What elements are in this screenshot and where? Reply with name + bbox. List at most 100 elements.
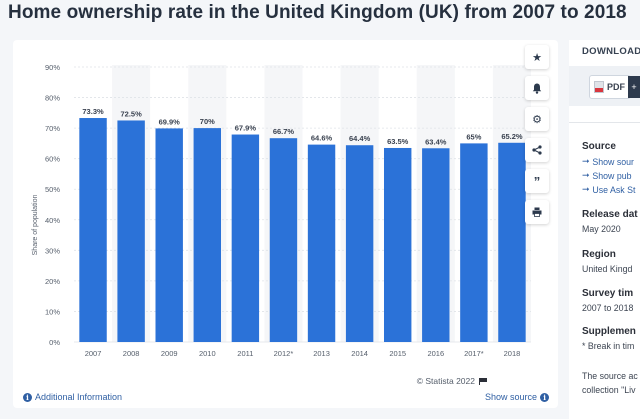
pdf-label: PDF [607,82,625,92]
x-tick-label: 2013 [313,349,330,358]
bar-value-label: 69.9% [159,117,181,126]
bar-value-label: 63.5% [387,137,409,146]
ask-link-label: Use Ask St [592,184,636,195]
page-title: Home ownership rate in the United Kingdo… [8,2,627,23]
info-icon: i [540,392,550,402]
chart-card: 0% 10% 20% 30% 40% 50% 60% 70% 80% 90% 73.3% 2007 7… [13,40,558,408]
supplementary-notes-heading: Supplemen [582,326,636,337]
show-source-label: Show source [485,392,538,402]
bar[interactable] [498,142,526,342]
region-value: United Kingd [582,264,633,274]
favorite-button[interactable]: ★ [525,45,549,69]
share-icon [532,145,542,155]
x-tick-label: 2009 [161,349,178,358]
label-layer: 73.3% 2007 72.5% 2008 69.9% 2009 70% 2010 67.9% 2… [82,107,523,358]
bar[interactable] [422,148,450,342]
survey-time-heading: Survey tim [582,288,634,299]
bar-value-label: 64.4% [349,134,371,143]
y-tick-label: 40% [45,216,60,225]
copyright-text: © Statista 2022 [416,376,475,386]
star-icon: ★ [532,51,542,64]
cite-button[interactable]: ” [525,169,549,193]
y-tick-label: 50% [45,185,60,194]
bar[interactable] [307,144,336,342]
more-download-button[interactable]: + [628,76,640,98]
info-icon: i [23,392,32,402]
y-tick-label: 80% [45,94,60,103]
y-tick-label: 10% [45,307,60,316]
y-axis-label: Share of population [32,195,39,256]
bar-value-label: 64.6% [311,134,333,143]
bar[interactable] [383,147,412,342]
y-tick-label: 0% [49,338,60,347]
x-tick-label: 2011 [237,349,253,358]
print-icon [532,207,542,217]
gear-icon: ⚙ [532,113,542,126]
supplementary-notes-value: * Break in tim [582,341,635,351]
bar-value-label: 66.7% [273,127,295,136]
x-tick-label: 2008 [123,349,140,358]
region-heading: Region [582,249,616,260]
additional-information-link[interactable]: i Additional Information [23,392,122,402]
bell-icon [532,83,542,94]
show-source-sidebar-link[interactable]: ➞ Show sour [582,156,634,167]
bar-value-label: 73.3% [82,107,104,116]
bar[interactable] [345,145,374,342]
print-button[interactable] [525,200,549,224]
release-date-value: May 2020 [582,224,621,234]
y-tick-label: 30% [45,246,60,255]
x-tick-label: 2017* [464,349,484,358]
bar[interactable] [79,118,107,343]
y-tick-label: 20% [45,277,60,286]
share-button[interactable] [525,138,549,162]
bar[interactable] [231,134,260,342]
x-tick-label: 2007 [85,349,102,358]
bar[interactable] [460,143,488,342]
notification-button[interactable] [525,76,549,100]
bar[interactable] [155,128,183,342]
bar-value-label: 65% [466,132,481,141]
bar-value-label: 63.4% [425,137,447,146]
show-publisher-link[interactable]: ➞ Show pub [582,170,632,181]
x-tick-label: 2018 [504,349,521,358]
arrow-right-icon: ➞ [582,184,590,194]
show-source-link[interactable]: Show source i [485,392,550,402]
release-date-heading: Release dat [582,209,638,220]
additional-information-label: Additional Information [35,392,123,402]
bar-value-label: 72.5% [120,109,142,118]
copyright: © Statista 2022 [417,376,488,386]
arrow-right-icon: ➞ [582,156,590,166]
bar-value-label: 65.2% [501,132,523,141]
x-tick-label: 2014 [351,349,368,358]
source-note-line: collection "Liv [582,385,636,395]
bar-chart: 0%10%20%30%40%50%60%70%80%90% 73.3%20077… [32,63,531,358]
y-tick-label: 90% [45,63,60,72]
chart-toolbar: ★ ⚙ ” [525,45,551,231]
x-tick-label: 2012* [274,349,294,358]
bar[interactable] [117,120,145,342]
x-tick-label: 2015 [389,349,406,358]
ask-statista-link[interactable]: ➞ Use Ask St [582,184,635,195]
x-tick-label: 2016 [427,349,444,358]
flag-icon[interactable] [479,377,488,385]
pdf-file-icon [594,81,604,93]
bar-value-label: 70% [200,117,215,126]
bar[interactable] [269,138,298,342]
source-heading: Source [582,141,616,152]
statistic-details-panel: Source ➞ Show sour ➞ Show pub ➞ Use Ask St … [569,122,640,419]
bar-value-label: 67.9% [235,124,257,133]
y-tick-label: 60% [45,155,60,164]
y-tick-label: 70% [45,124,60,133]
arrow-right-icon: ➞ [582,170,590,180]
survey-time-value: 2007 to 2018 [582,303,634,313]
source-link-label: Show sour [592,156,634,167]
source-note-line: The source ac [582,371,638,381]
publisher-link-label: Show pub [592,170,632,181]
settings-button[interactable]: ⚙ [525,107,549,131]
x-tick-label: 2010 [199,349,216,358]
bar[interactable] [193,128,222,342]
pdf-download-button[interactable]: PDF [589,75,631,99]
download-heading: DOWNLOAD [582,46,640,57]
bar-layer [79,118,526,343]
quote-icon: ” [533,173,541,189]
